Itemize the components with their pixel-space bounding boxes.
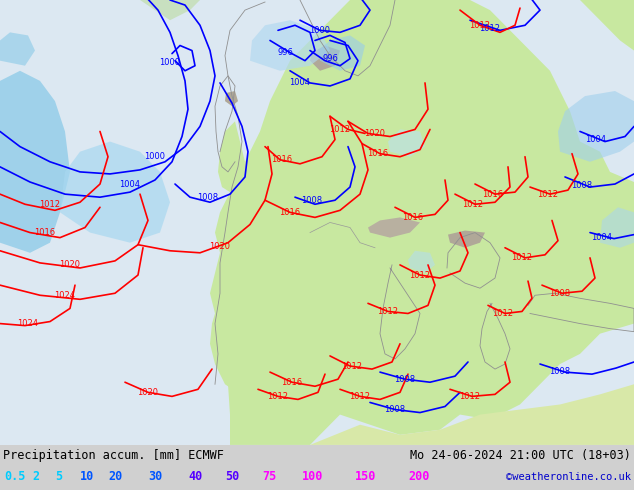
Polygon shape bbox=[0, 32, 35, 66]
Text: 1016: 1016 bbox=[281, 378, 302, 387]
Text: 1012: 1012 bbox=[410, 270, 430, 279]
Polygon shape bbox=[210, 0, 634, 445]
Polygon shape bbox=[580, 0, 634, 50]
Text: 1012: 1012 bbox=[377, 307, 399, 316]
Text: 1008: 1008 bbox=[571, 180, 593, 190]
Text: 1012: 1012 bbox=[349, 392, 370, 401]
Text: 1012: 1012 bbox=[479, 24, 500, 33]
Polygon shape bbox=[600, 207, 634, 248]
Text: 1012: 1012 bbox=[493, 309, 514, 318]
Polygon shape bbox=[0, 71, 70, 253]
Text: 1008: 1008 bbox=[197, 193, 219, 202]
Text: 1000: 1000 bbox=[145, 152, 165, 161]
Text: 1012: 1012 bbox=[470, 21, 491, 30]
Text: 1008: 1008 bbox=[550, 367, 571, 376]
Text: 1012: 1012 bbox=[342, 362, 363, 370]
Text: 1012: 1012 bbox=[39, 200, 60, 209]
Text: 1000: 1000 bbox=[309, 26, 330, 35]
Text: 1020: 1020 bbox=[60, 260, 81, 270]
Text: 0.5: 0.5 bbox=[4, 470, 25, 484]
Text: 1020: 1020 bbox=[365, 129, 385, 138]
Text: 1004: 1004 bbox=[592, 233, 612, 242]
Polygon shape bbox=[230, 384, 634, 445]
Text: 1016: 1016 bbox=[34, 228, 56, 237]
Text: 1024: 1024 bbox=[55, 291, 75, 300]
Text: 996: 996 bbox=[277, 48, 293, 57]
Text: 1012: 1012 bbox=[268, 392, 288, 401]
Text: 1012: 1012 bbox=[460, 392, 481, 401]
Text: 1000: 1000 bbox=[160, 58, 181, 67]
Text: 1020: 1020 bbox=[209, 242, 231, 251]
Text: 200: 200 bbox=[408, 470, 429, 484]
Text: 1012: 1012 bbox=[462, 200, 484, 209]
Text: 10: 10 bbox=[80, 470, 94, 484]
Text: 1012: 1012 bbox=[512, 253, 533, 262]
Text: 1004: 1004 bbox=[290, 78, 311, 87]
Text: 40: 40 bbox=[188, 470, 202, 484]
Text: 996: 996 bbox=[322, 54, 338, 63]
Polygon shape bbox=[250, 20, 330, 71]
Text: 30: 30 bbox=[148, 470, 162, 484]
Text: ©weatheronline.co.uk: ©weatheronline.co.uk bbox=[506, 472, 631, 482]
Text: 1016: 1016 bbox=[368, 149, 389, 158]
Polygon shape bbox=[310, 46, 340, 71]
Polygon shape bbox=[368, 218, 420, 238]
Text: Precipitation accum. [mm] ECMWF: Precipitation accum. [mm] ECMWF bbox=[3, 449, 224, 463]
Text: 5: 5 bbox=[55, 470, 62, 484]
Text: 1016: 1016 bbox=[482, 190, 503, 198]
Text: 20: 20 bbox=[108, 470, 122, 484]
Polygon shape bbox=[140, 0, 200, 20]
Polygon shape bbox=[60, 142, 170, 243]
Polygon shape bbox=[210, 314, 265, 394]
Polygon shape bbox=[225, 91, 238, 106]
Text: 75: 75 bbox=[262, 470, 276, 484]
Text: 1016: 1016 bbox=[280, 208, 301, 217]
Text: Mo 24-06-2024 21:00 UTC (18+03): Mo 24-06-2024 21:00 UTC (18+03) bbox=[410, 449, 631, 463]
Text: 1024: 1024 bbox=[18, 319, 39, 328]
Polygon shape bbox=[448, 231, 485, 248]
Text: 1008: 1008 bbox=[384, 405, 406, 414]
Polygon shape bbox=[408, 251, 435, 273]
Text: 100: 100 bbox=[302, 470, 323, 484]
Text: 50: 50 bbox=[225, 470, 239, 484]
Text: 1004: 1004 bbox=[586, 135, 607, 144]
Text: 2: 2 bbox=[32, 470, 39, 484]
Text: 1004: 1004 bbox=[119, 179, 141, 189]
Text: 1008: 1008 bbox=[394, 375, 415, 384]
Polygon shape bbox=[388, 129, 425, 157]
Text: 1012: 1012 bbox=[538, 190, 559, 198]
Text: 1016: 1016 bbox=[403, 213, 424, 222]
Text: 1008: 1008 bbox=[550, 289, 571, 298]
Text: 1008: 1008 bbox=[301, 196, 323, 205]
Polygon shape bbox=[218, 122, 245, 192]
Text: 1016: 1016 bbox=[271, 155, 292, 164]
Text: 1020: 1020 bbox=[138, 388, 158, 397]
Text: 1012: 1012 bbox=[330, 125, 351, 134]
Polygon shape bbox=[318, 35, 365, 71]
Text: 150: 150 bbox=[355, 470, 377, 484]
Polygon shape bbox=[558, 91, 634, 162]
